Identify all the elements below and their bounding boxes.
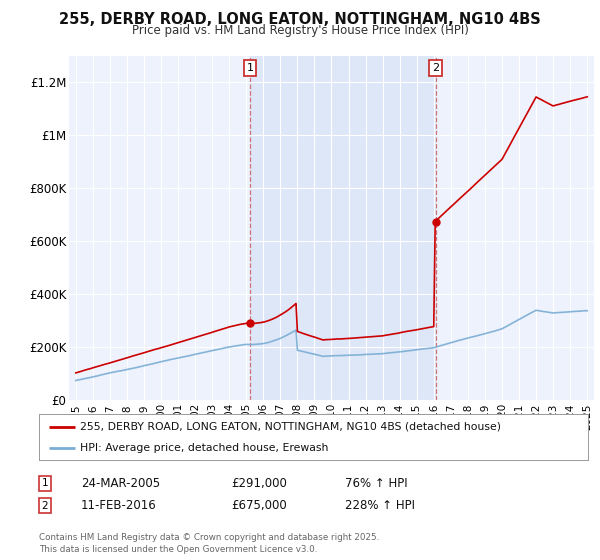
- Text: 228% ↑ HPI: 228% ↑ HPI: [345, 499, 415, 512]
- Text: Contains HM Land Registry data © Crown copyright and database right 2025.
This d: Contains HM Land Registry data © Crown c…: [39, 533, 379, 554]
- Text: £291,000: £291,000: [231, 477, 287, 490]
- Text: 2: 2: [41, 501, 49, 511]
- Text: 76% ↑ HPI: 76% ↑ HPI: [345, 477, 407, 490]
- Text: HPI: Average price, detached house, Erewash: HPI: Average price, detached house, Erew…: [80, 443, 329, 453]
- Text: 2: 2: [432, 63, 439, 73]
- Text: Price paid vs. HM Land Registry's House Price Index (HPI): Price paid vs. HM Land Registry's House …: [131, 24, 469, 37]
- Text: £675,000: £675,000: [231, 499, 287, 512]
- Bar: [250, 56, 436, 400]
- Text: 1: 1: [247, 63, 254, 73]
- Text: 255, DERBY ROAD, LONG EATON, NOTTINGHAM, NG10 4BS: 255, DERBY ROAD, LONG EATON, NOTTINGHAM,…: [59, 12, 541, 27]
- Text: 255, DERBY ROAD, LONG EATON, NOTTINGHAM, NG10 4BS (detached house): 255, DERBY ROAD, LONG EATON, NOTTINGHAM,…: [80, 422, 501, 432]
- Text: 24-MAR-2005: 24-MAR-2005: [81, 477, 160, 490]
- Text: 11-FEB-2016: 11-FEB-2016: [81, 499, 157, 512]
- Text: 1: 1: [41, 478, 49, 488]
